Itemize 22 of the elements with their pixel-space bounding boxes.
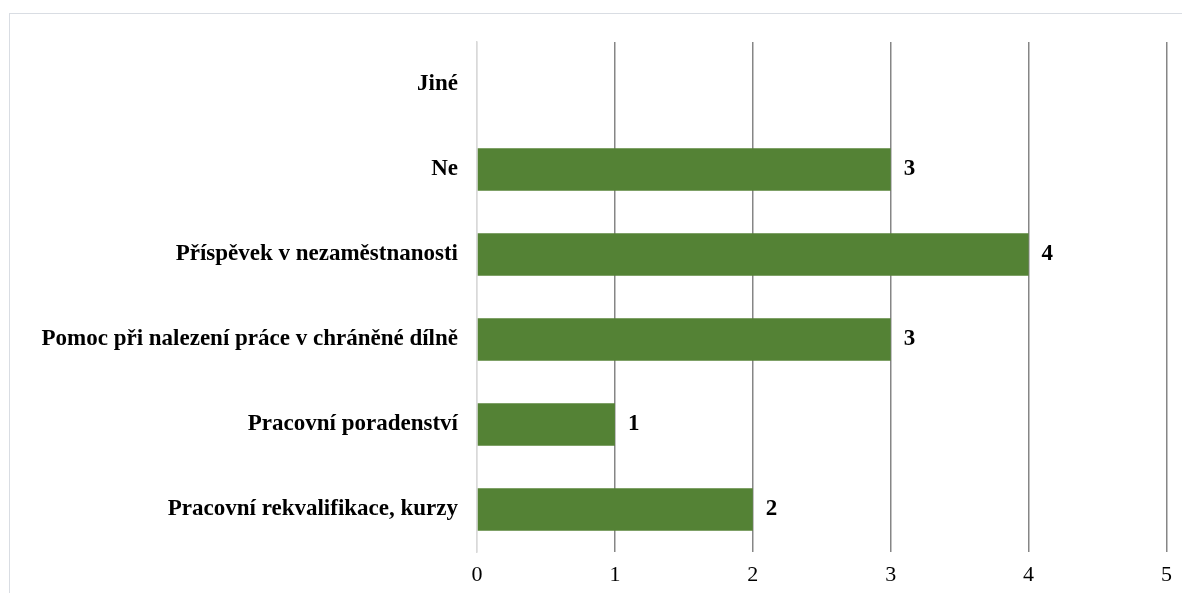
x-tick-label: 1 bbox=[609, 560, 621, 586]
y-tick-label: Pracovní rekvalifikace, kurzy bbox=[167, 495, 459, 521]
y-tick-label: Jiné bbox=[417, 70, 458, 96]
bar bbox=[477, 233, 1029, 276]
bar bbox=[477, 148, 891, 191]
y-tick-label: Pracovní poradenství bbox=[247, 410, 459, 436]
bar bbox=[477, 403, 615, 446]
bar bbox=[477, 488, 753, 531]
y-tick-label: Ne bbox=[431, 155, 458, 181]
data-label: 3 bbox=[903, 155, 916, 181]
y-tick-label: Příspěvek v nezaměstnanosti bbox=[175, 240, 459, 266]
y-tick-label: Pomoc při nalezení práce v chráněné dílně bbox=[41, 325, 458, 351]
bar bbox=[477, 318, 891, 361]
data-label: 1 bbox=[627, 410, 640, 436]
data-label: 3 bbox=[903, 325, 916, 351]
x-tick-label: 2 bbox=[747, 560, 759, 586]
data-label: 2 bbox=[765, 495, 778, 521]
x-tick-label: 5 bbox=[1161, 560, 1172, 586]
x-tick-label: 0 bbox=[471, 560, 483, 586]
x-tick-label: 3 bbox=[885, 560, 897, 586]
data-label: 4 bbox=[1041, 240, 1054, 266]
x-tick-label: 4 bbox=[1023, 560, 1035, 586]
